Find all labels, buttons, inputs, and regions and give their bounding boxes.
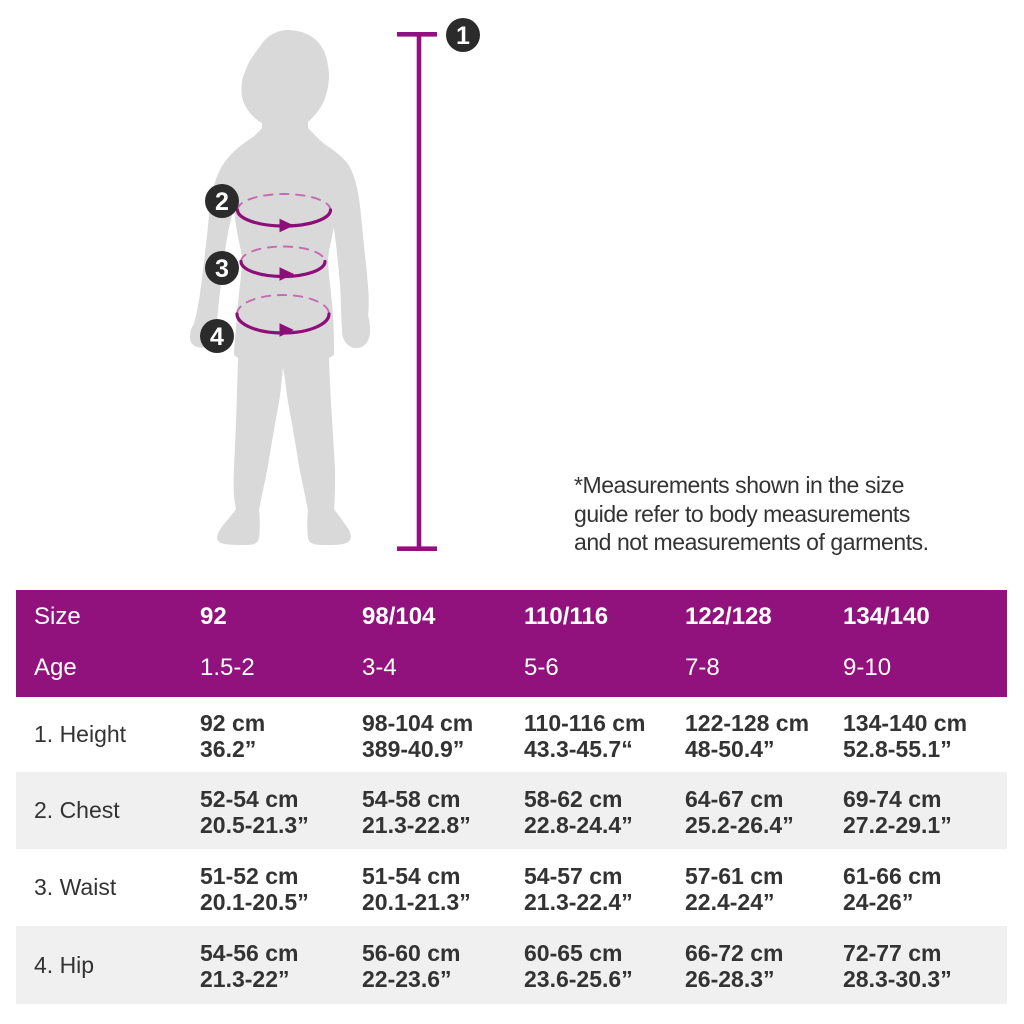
svg-text:3: 3 [215,255,229,283]
svg-text:4: 4 [210,323,224,351]
svg-text:2: 2 [215,188,229,216]
svg-text:1: 1 [456,22,470,50]
